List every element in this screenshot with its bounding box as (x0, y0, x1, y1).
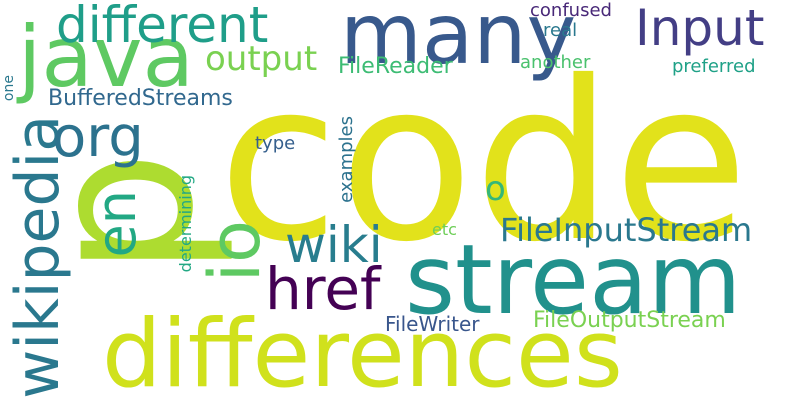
word-filereader: FileReader (338, 54, 453, 79)
word-type: type (255, 133, 296, 154)
word-preferred: preferred (672, 56, 756, 77)
word-differences: differences (102, 300, 623, 400)
word-one: one (1, 75, 17, 102)
word-filewriter: FileWriter (385, 312, 480, 336)
word-etc: etc (432, 220, 457, 239)
word-many: many (340, 0, 577, 83)
word-wiki: wiki (285, 216, 383, 274)
word-bufferedstreams: BufferedStreams (48, 86, 233, 111)
word-fileoutputstream: FileOutputStream (533, 308, 726, 333)
word-examples: examples (336, 116, 357, 203)
word-another: another (520, 52, 591, 73)
word-output: output (205, 39, 318, 79)
word-input: Input (635, 0, 765, 57)
word-org: org (52, 105, 144, 170)
word-different: different (56, 0, 269, 54)
word-io: io (194, 220, 276, 283)
word-stream: stream (405, 224, 742, 336)
word-determining: determining (176, 175, 195, 273)
word-href: href (265, 255, 381, 323)
word-real: real (543, 20, 578, 41)
word-confused: confused (530, 0, 612, 21)
word-fileinputstream: FileInputStream (500, 211, 753, 249)
word-o: o (485, 169, 506, 209)
word-code: code (218, 34, 749, 290)
word-en: en (85, 190, 148, 258)
word-java: java (18, 8, 194, 106)
